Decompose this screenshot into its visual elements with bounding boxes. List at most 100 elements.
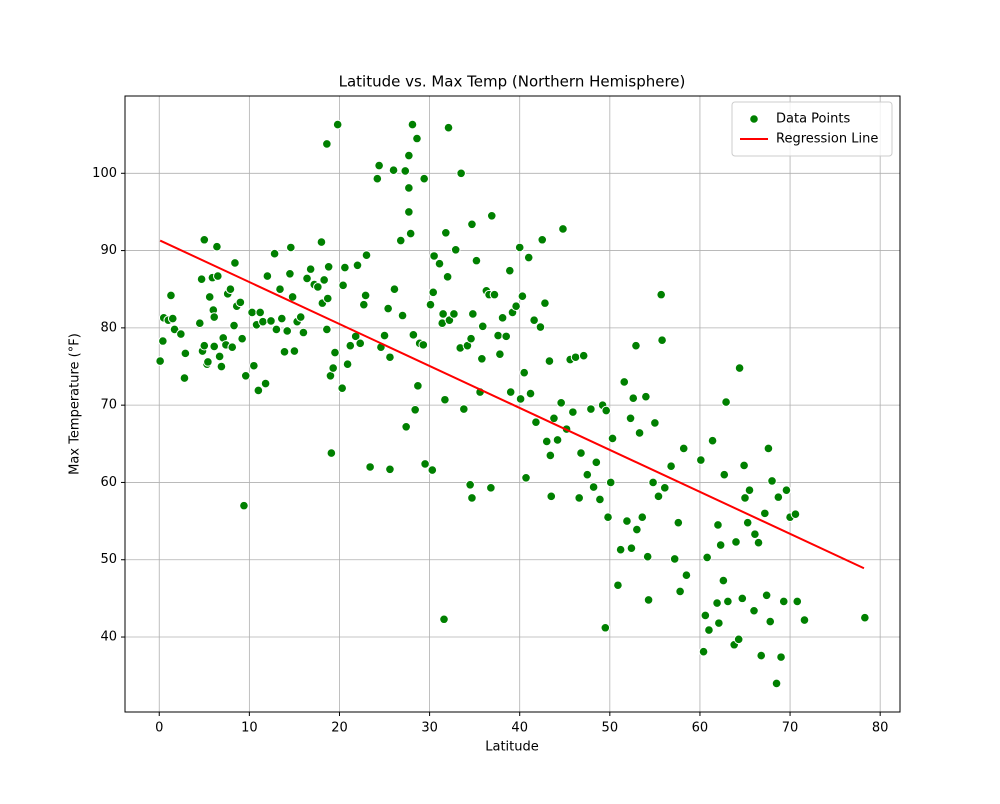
data-point [642, 551, 653, 562]
data-point [531, 417, 541, 427]
data-point [418, 340, 429, 350]
data-point [477, 321, 488, 332]
y-tick-label: 60 [100, 475, 117, 490]
data-point [179, 373, 190, 383]
data-point [607, 433, 618, 444]
data-point [615, 544, 626, 555]
data-point [493, 330, 503, 341]
data-point [216, 361, 227, 372]
data-point [675, 586, 685, 597]
data-point [352, 260, 363, 271]
data-point [337, 383, 347, 393]
data-point [622, 516, 632, 526]
data-point [486, 483, 496, 493]
data-point [574, 493, 584, 503]
data-point [558, 224, 568, 234]
data-point [404, 150, 414, 161]
data-point [653, 491, 664, 502]
data-point [440, 394, 450, 405]
data-point [659, 483, 670, 493]
data-point [322, 139, 332, 149]
x-tick-label: 40 [511, 721, 528, 736]
data-point [383, 303, 393, 314]
y-tick-label: 50 [100, 552, 117, 567]
data-point [326, 448, 337, 458]
data-point [603, 512, 613, 523]
data-point [613, 580, 623, 591]
legend-label: Data Points [776, 112, 850, 127]
data-point [742, 517, 753, 528]
data-point [355, 338, 366, 349]
data-point [400, 166, 411, 176]
data-point [477, 353, 487, 364]
data-point [395, 235, 406, 246]
data-point [467, 493, 477, 503]
data-point [249, 360, 259, 371]
data-point [750, 529, 760, 540]
data-point [379, 330, 390, 341]
data-point [229, 320, 239, 331]
data-point [466, 333, 476, 344]
data-point [235, 297, 246, 308]
data-point [408, 330, 419, 340]
data-point [271, 324, 282, 335]
data-point [704, 625, 714, 635]
data-point [634, 428, 645, 438]
x-tick-label: 20 [331, 721, 348, 736]
data-point [449, 309, 459, 319]
data-point [656, 289, 666, 300]
data-point [199, 234, 210, 245]
data-point [535, 322, 546, 332]
data-point [544, 356, 555, 366]
data-point [385, 352, 395, 363]
data-point [486, 210, 497, 221]
data-point [279, 347, 290, 357]
x-tick-label: 0 [155, 721, 163, 736]
data-point [286, 242, 296, 253]
data-point [404, 207, 414, 217]
data-point [718, 575, 729, 586]
y-tick-label: 100 [92, 166, 117, 181]
data-point [401, 422, 411, 432]
data-point [282, 326, 293, 336]
data-point [407, 119, 418, 130]
data-point [625, 413, 636, 424]
data-point [576, 448, 586, 458]
data-point [323, 262, 334, 272]
data-point [641, 391, 651, 402]
data-point [707, 435, 718, 446]
data-point [441, 228, 451, 238]
data-point [253, 385, 264, 396]
data-point [696, 455, 706, 465]
data-point [515, 394, 526, 404]
data-point [761, 590, 772, 601]
data-point [345, 340, 356, 351]
data-point [721, 397, 731, 407]
data-point [442, 272, 453, 282]
data-point [776, 652, 786, 662]
data-point [600, 622, 611, 633]
data-point [313, 282, 323, 292]
data-point [552, 435, 563, 445]
data-point [765, 616, 776, 627]
data-point [213, 271, 223, 281]
data-point [541, 436, 552, 447]
data-point [439, 614, 449, 625]
data-point [740, 493, 750, 503]
data-point [648, 477, 658, 488]
data-point [459, 404, 469, 414]
data-point [428, 287, 438, 298]
legend-label: Regression Line [776, 132, 878, 147]
data-point [749, 605, 759, 616]
chart-title: Latitude vs. Max Temp (Northern Hemisphe… [339, 73, 686, 91]
x-tick-label: 30 [421, 721, 438, 736]
data-point [199, 340, 210, 351]
data-point [521, 473, 531, 483]
data-point [429, 251, 439, 261]
data-point [781, 485, 792, 495]
y-tick-label: 80 [100, 320, 117, 335]
data-point [700, 610, 711, 621]
data-point [601, 405, 612, 416]
data-point [388, 165, 399, 175]
